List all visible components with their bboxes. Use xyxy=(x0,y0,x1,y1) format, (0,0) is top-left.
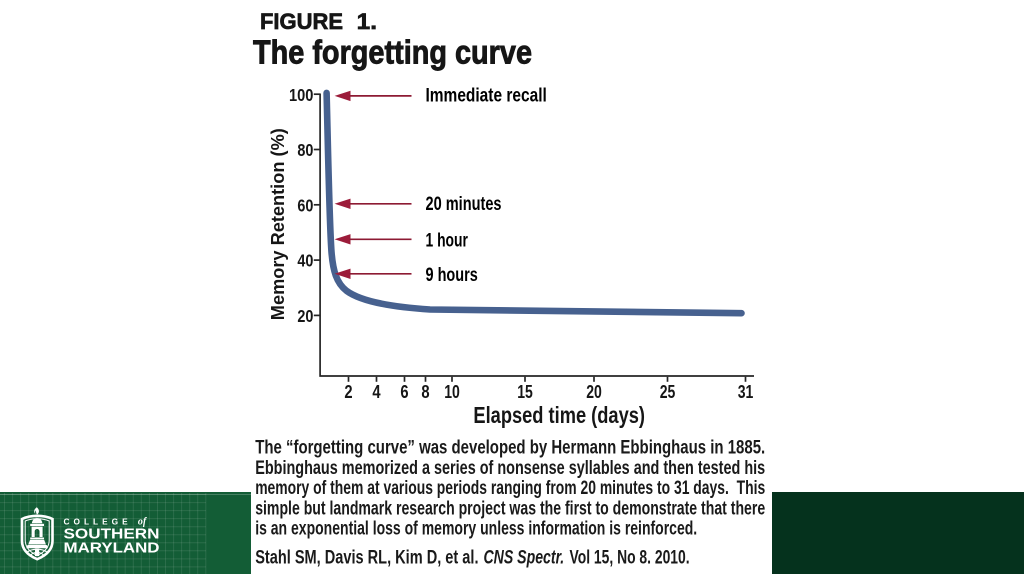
svg-text:4: 4 xyxy=(372,382,380,402)
svg-text:Stahl SM, Davis RL, Kim D, et: Stahl SM, Davis RL, Kim D, et al. xyxy=(255,547,478,568)
svg-text:80: 80 xyxy=(297,140,313,160)
svg-text:60: 60 xyxy=(297,195,313,215)
svg-text:CNS Spectr.: CNS Spectr. xyxy=(484,547,565,568)
svg-text:The forgetting curve: The forgetting curve xyxy=(253,34,532,71)
svg-text:Vol 15, No 8. 2010.: Vol 15, No 8. 2010. xyxy=(570,547,690,568)
svg-text:The “forgetting curve” was dev: The “forgetting curve” was developed by … xyxy=(255,438,765,459)
svg-text:1 hour: 1 hour xyxy=(426,230,469,251)
svg-text:Memory Retention (%): Memory Retention (%) xyxy=(268,128,288,320)
svg-text:25: 25 xyxy=(660,382,676,402)
svg-text:9 hours: 9 hours xyxy=(426,265,478,286)
svg-text:2: 2 xyxy=(344,382,352,402)
svg-text:1.: 1. xyxy=(357,9,377,34)
svg-text:Immediate recall: Immediate recall xyxy=(426,86,547,107)
svg-text:20: 20 xyxy=(297,306,313,326)
svg-text:8: 8 xyxy=(421,382,429,402)
svg-text:20: 20 xyxy=(586,382,602,402)
svg-text:6: 6 xyxy=(400,382,408,402)
svg-text:COLLEGE of: COLLEGE of xyxy=(64,517,148,528)
svg-text:20 minutes: 20 minutes xyxy=(426,194,502,215)
svg-text:40: 40 xyxy=(297,251,313,271)
svg-text:15: 15 xyxy=(517,382,533,402)
svg-text:memory of them at various peri: memory of them at various periods rangin… xyxy=(255,478,765,499)
svg-text:Elapsed time (days): Elapsed time (days) xyxy=(473,402,645,428)
svg-text:MARYLAND: MARYLAND xyxy=(64,540,160,556)
svg-text:simple but landmark research p: simple but landmark research project was… xyxy=(255,498,765,519)
svg-text:SOUTHERN: SOUTHERN xyxy=(64,526,160,542)
svg-text:100: 100 xyxy=(289,85,313,105)
svg-text:Ebbinghaus memorized a series: Ebbinghaus memorized a series of nonsens… xyxy=(255,458,765,479)
svg-text:is an exponential loss of memo: is an exponential loss of memory unless … xyxy=(255,519,697,540)
svg-text:10: 10 xyxy=(444,382,460,402)
svg-text:31: 31 xyxy=(738,382,754,402)
svg-text:FIGURE: FIGURE xyxy=(260,9,343,34)
